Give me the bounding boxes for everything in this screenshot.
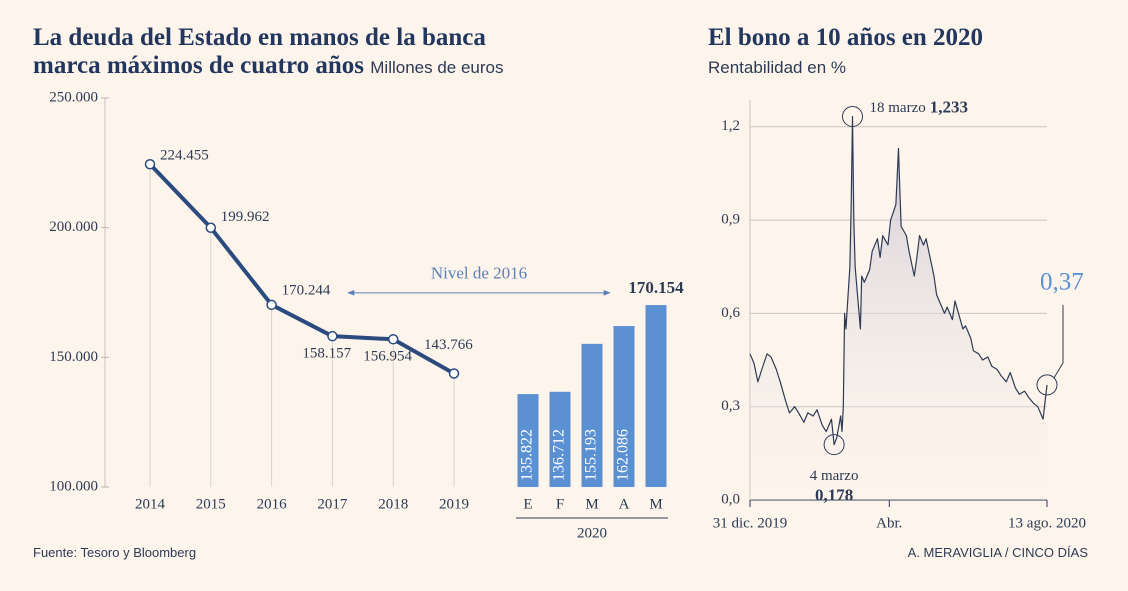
line [148,162,455,376]
bar [549,391,571,487]
annotation: 4 marzo [810,468,859,484]
highlight-circle [823,434,845,456]
value-label: 0,37 [1040,269,1084,296]
chart-subtitle: Millones de euros [370,58,504,77]
value-label: 135.822 [519,429,536,481]
point [387,334,399,345]
right-header: El bono a 10 años en 2020 Rentabilidad en… [708,24,1108,82]
value-label: 1,233 [930,97,968,116]
x-tick-label: A [619,496,630,512]
point [144,158,156,170]
x-tick-label: 2015 [196,496,226,512]
y-tick-label: 0,6 [721,305,740,321]
y-tick-label: 0,0 [721,491,740,507]
value-label: 199.962 [221,209,270,225]
value-label: 136.712 [551,429,568,481]
area [750,116,1047,500]
annotation: Nivel de 2016 [431,264,527,283]
chart-title: El bono a 10 años en 2020 [708,24,984,51]
leader-line [1053,304,1064,379]
point [205,222,217,234]
y-tick-label: 0,3 [721,398,740,414]
y-tick-label: 200.000 [49,219,98,235]
y-tick-label: 250.000 [49,89,98,105]
point [327,330,338,342]
annotation: 18 marzo [870,100,926,116]
y-tick-label: 100.000 [49,478,98,494]
y-tick-label: 1,2 [721,118,740,134]
value-label: 0,178 [815,486,853,505]
point [448,368,460,379]
value-label: 155.193 [583,429,600,481]
x-tick-label: 2016 [257,496,288,512]
x-tick-label: F [556,496,564,512]
bar [581,343,603,487]
credit: A. MERAVIGLIA / CINCO DÍAS [907,545,1088,560]
x-tick-label: 2014 [135,496,166,512]
x-tick-label: 2018 [378,496,408,512]
value-label: 156.954 [363,349,412,365]
x-tick-label: 2019 [439,496,469,512]
y-tick-label: 0,9 [721,212,740,228]
chart-subtitle: Rentabilidad en % [708,58,846,77]
value-label: 158.157 [302,346,351,362]
highlight-circle [842,106,864,128]
x-tick-label: Abr. [876,515,902,531]
value-label: 170.154 [628,278,684,297]
value-label: 143.766 [424,337,473,353]
x-tick-label: 31 dic. 2019 [713,515,788,531]
x-tick-label: M [649,496,662,512]
x-tick-label: 13 ago. 2020 [1008,515,1086,531]
line [749,115,1048,446]
x-tick-label: 2017 [317,496,348,512]
highlight-circle [1036,374,1058,396]
y-tick-label: 150.000 [49,349,98,365]
bar [517,394,539,487]
bar [613,325,635,487]
left-header: La deuda del Estado en manos de la banca… [33,24,553,82]
value-label: 224.455 [160,148,209,164]
bar [645,305,667,487]
x-tick-label: E [523,496,532,512]
x-axis-label: 2020 [577,525,607,541]
value-label: 162.086 [615,429,632,481]
source: Fuente: Tesoro y Bloomberg [33,545,197,560]
point [266,299,277,311]
value-label: 170.244 [282,282,331,298]
chart-title: La deuda del Estado en manos de la banca… [33,24,486,79]
x-tick-label: M [585,496,598,512]
